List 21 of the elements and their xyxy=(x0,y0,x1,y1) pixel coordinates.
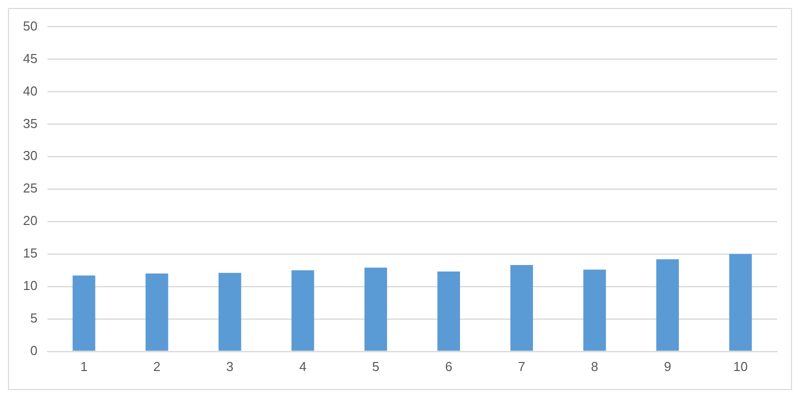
y-tick-label: 35 xyxy=(22,116,38,131)
y-tick-label: 40 xyxy=(22,83,38,98)
x-tick-label: 7 xyxy=(518,358,526,374)
y-tick-label: 5 xyxy=(30,310,38,326)
x-tick-label: 9 xyxy=(664,358,672,374)
y-tick-label: 10 xyxy=(22,278,38,294)
x-tick-label: 6 xyxy=(445,358,452,374)
x-tick-label: 5 xyxy=(372,358,380,374)
x-tick-label: 2 xyxy=(153,358,161,374)
y-tick-label: 50 xyxy=(22,18,38,34)
x-tick-label: 4 xyxy=(299,358,306,374)
y-tick-label: 20 xyxy=(22,213,38,228)
y-tick-label: 25 xyxy=(22,180,38,196)
x-tick-label: 8 xyxy=(591,358,598,374)
x-tick-label: 3 xyxy=(226,358,234,374)
x-tick-label: 10 xyxy=(733,358,748,374)
x-tick-label: 1 xyxy=(80,358,88,374)
y-tick-label: 30 xyxy=(22,148,38,164)
y-tick-label: 15 xyxy=(22,246,38,261)
y-tick-label: 45 xyxy=(22,50,38,66)
y-tick-label: 0 xyxy=(30,342,38,358)
